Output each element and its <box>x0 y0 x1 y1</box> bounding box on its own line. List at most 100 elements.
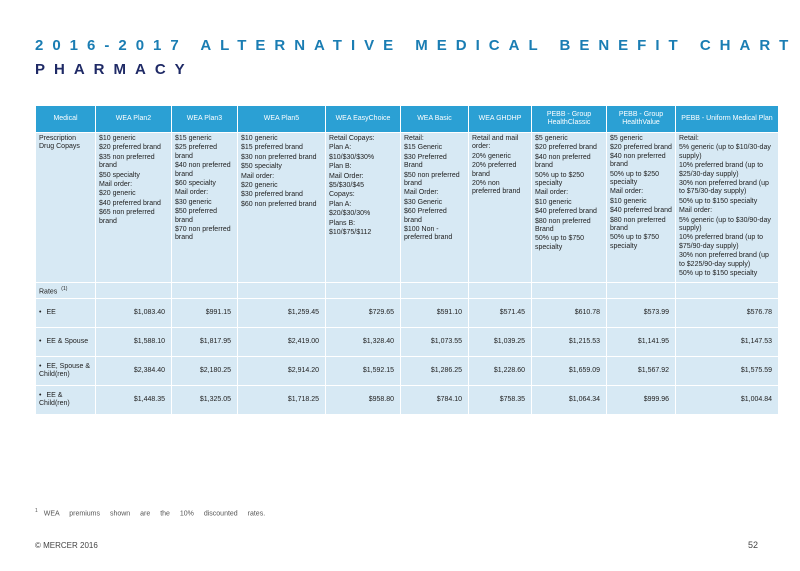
rate-cell: $1,083.40 <box>95 298 172 329</box>
copay-line: $20 generic <box>99 190 136 198</box>
copay-line: $5/$30/$45 <box>329 182 365 190</box>
copay-line: 5% generic (up to $30/90-day supply) <box>679 216 771 233</box>
rate-cell: $958.80 <box>325 385 401 416</box>
copay-row: Prescription Drug Copays $10 generic $20 p… <box>35 132 779 283</box>
bullet: • <box>39 362 42 370</box>
rates-row: Rates (1) <box>35 281 779 300</box>
rate-row: • EE, Spouse & Child(ren) $2,384.40 $2,180.… <box>35 356 779 387</box>
copay-line: $30 generic <box>175 198 212 206</box>
footnote-text: WEA premiums shown are the 10% discounte… <box>43 510 266 518</box>
copay-line: $10/$75/$112 <box>329 229 372 237</box>
copay-cell: $15 generic $25 preferred brand $40 non pr… <box>171 132 238 283</box>
copay-line: 30% non preferred brand (up to $225/90-d… <box>679 252 769 268</box>
column-header: WEA EasyChoice <box>325 105 401 133</box>
copay-line: Retail and mail order: <box>472 135 519 151</box>
copay-line: $5 generic <box>610 135 643 142</box>
subtitle: PHARMACY <box>35 61 194 78</box>
copay-line: 10% preferred brand (up to $25/30-day su… <box>679 162 764 178</box>
row-label: • EE & Spouse <box>35 327 96 358</box>
rates-label: Rates (1) <box>35 281 96 300</box>
rate-cell: $999.96 <box>606 385 676 416</box>
rate-row: • EE $1,083.40 $991.15 $1,259.45 $729.65 $591.… <box>35 298 779 329</box>
copay-line: $80 non preferred brand <box>610 216 666 233</box>
rate-cell: $1,073.55 <box>400 327 469 358</box>
copay-line: $60 non preferred brand <box>241 200 317 208</box>
copay-line: $40 preferred brand <box>535 208 597 216</box>
rate-cell: $571.45 <box>468 298 532 329</box>
copay-line: $20 preferred brand <box>99 144 161 152</box>
rate-cell: $1,588.10 <box>95 327 172 358</box>
rate-cell: $758.35 <box>468 385 532 416</box>
copay-line: $70 non preferred brand <box>175 226 231 242</box>
rate-cell: $573.99 <box>606 298 676 329</box>
copay-cell: Retail and mail order: 20% generic 20% pre… <box>468 132 532 283</box>
rate-cell: $2,384.40 <box>95 356 172 387</box>
bullet: • <box>39 391 42 399</box>
rate-cell: $1,659.09 <box>531 356 607 387</box>
empty-cell <box>171 281 238 300</box>
column-header: PEBB - Group HealthClassic <box>531 105 607 133</box>
copay-line: $50 preferred brand <box>175 208 218 224</box>
column-header: WEA Basic <box>400 105 469 133</box>
copay-line: $10 generic <box>241 135 278 142</box>
copay-cell: $5 generic $20 preferred brand $40 non pre… <box>531 132 607 283</box>
bullet: • <box>39 309 42 317</box>
copay-line: Plan B: <box>329 163 352 171</box>
copay-line: 50% up to $250 specialty <box>610 170 660 187</box>
rate-cell: $1,575.59 <box>675 356 779 387</box>
rate-cell: $1,259.45 <box>237 298 326 329</box>
column-header: Medical <box>35 105 96 133</box>
column-header: WEA GHDHP <box>468 105 532 133</box>
copay-line: Retail: <box>679 135 699 142</box>
rate-cell: $1,004.84 <box>675 385 779 416</box>
copay-line: Mail order: <box>535 189 569 197</box>
row-label-text: EE, Spouse & Child(ren) <box>39 362 91 379</box>
empty-cell <box>468 281 532 300</box>
title: 2016-2017 ALTERNATIVE MEDICAL BENEFIT CH… <box>35 37 798 54</box>
copay-line: Retail: <box>404 135 424 142</box>
row-label-text: EE & Child(ren) <box>39 391 70 408</box>
rate-cell: $1,286.25 <box>400 356 469 387</box>
copay-line: $30 Generic <box>404 198 443 206</box>
empty-cell <box>95 281 172 300</box>
column-header: PEBB - Uniform Medical Plan <box>675 105 779 133</box>
copay-line: 50% up to $250 specialty <box>535 171 585 188</box>
copay-cell: Retail Copays: Plan A: $10/$30/$30% Plan B:… <box>325 132 401 283</box>
copay-line: $20 preferred brand <box>535 144 597 152</box>
copay-line: $20 generic <box>241 182 278 190</box>
copay-line: $50 specialty <box>241 163 282 171</box>
rate-cell: $1,325.05 <box>171 385 238 416</box>
copay-line: $20/$30/30% <box>329 210 371 218</box>
column-header: PEBB - Group HealthValue <box>606 105 676 133</box>
rate-cell: $2,419.00 <box>237 327 326 358</box>
copay-line: 50% up to $750 specialty <box>610 234 660 250</box>
copay-line: $15 Generic <box>404 144 443 152</box>
copay-line: Mail Order: <box>404 189 439 197</box>
copay-line: 50% up to $750 specialty <box>535 235 585 251</box>
rate-row: • EE & Child(ren) $1,448.35 $1,325.05 $1,718… <box>35 385 779 416</box>
copay-line: Mail Order: <box>329 172 364 180</box>
copay-line: $65 non preferred brand <box>99 209 155 225</box>
rate-cell: $784.10 <box>400 385 469 416</box>
rate-cell: $991.15 <box>171 298 238 329</box>
rate-row: • EE & Spouse $1,588.10 $1,817.95 $2,419.00 $… <box>35 327 779 358</box>
copay-line: $100 Non - preferred brand <box>404 226 453 242</box>
rate-cell: $1,215.53 <box>531 327 607 358</box>
copay-line: $40 preferred brand <box>610 207 672 215</box>
copay-line: Plan A: <box>329 200 352 208</box>
rate-cell: $1,064.34 <box>531 385 607 416</box>
copay-line: $30 non preferred brand <box>241 153 317 161</box>
copay-line: $30 Preferred Brand <box>404 153 447 170</box>
column-header: WEA Plan3 <box>171 105 238 133</box>
copay-line: $25 preferred brand <box>175 144 218 160</box>
copay-line: Mail order: <box>679 207 713 215</box>
copay-line: $10/$30/$30% <box>329 153 375 161</box>
rate-cell: $1,039.25 <box>468 327 532 358</box>
rates-note: (1) <box>61 285 68 292</box>
copay-line: 20% generic <box>472 152 511 160</box>
copay-line: 20% preferred brand <box>472 162 517 178</box>
copay-cell: Retail: 5% generic (up to $10/30-day supp… <box>675 132 779 283</box>
bullet: • <box>39 338 42 346</box>
empty-cell <box>606 281 676 300</box>
copay-line: Mail order: <box>99 181 133 189</box>
